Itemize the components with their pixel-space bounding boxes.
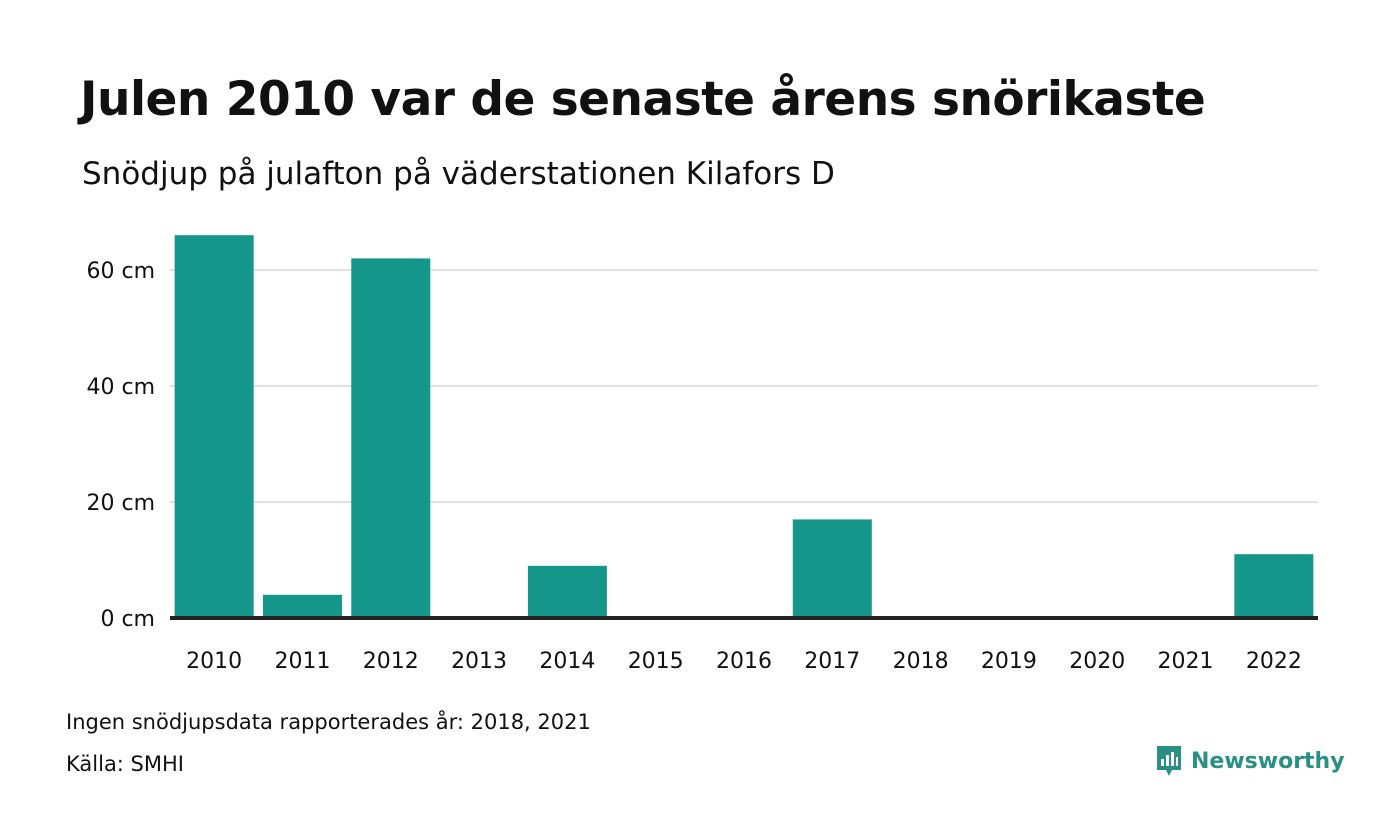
y-tick-label: 60 cm — [86, 259, 155, 284]
grid-lines — [170, 269, 1318, 503]
x-tick-label: 2021 — [1158, 649, 1214, 674]
chart-title: Julen 2010 var de senaste årens snörikas… — [80, 72, 1206, 127]
x-tick-label: 2015 — [628, 649, 684, 674]
bar-2014 — [527, 565, 607, 618]
brand-name: Newsworthy — [1191, 748, 1345, 774]
x-tick-label: 2011 — [274, 649, 330, 674]
x-tick-label: 2019 — [981, 649, 1037, 674]
bars — [174, 235, 1314, 618]
y-tick-label: 0 cm — [100, 607, 155, 632]
y-axis-ticks: 0 cm 20 cm 40 cm 60 cm — [86, 259, 155, 632]
x-tick-label: 2018 — [893, 649, 949, 674]
bar-chart: 0 cm 20 cm 40 cm 60 cm 2010 2011 2012 2013 2014… — [86, 235, 1318, 674]
chart-subtitle: Snödjup på julafton på väderstationen Ki… — [82, 156, 835, 192]
x-tick-label: 2014 — [539, 649, 595, 674]
x-tick-label: 2017 — [804, 649, 860, 674]
brand-logo[interactable]: Newsworthy — [1155, 744, 1345, 778]
newsworthy-logo-icon — [1157, 746, 1181, 776]
x-tick-label: 2016 — [716, 649, 772, 674]
bar-2010 — [174, 235, 254, 618]
y-tick-label: 20 cm — [86, 491, 155, 516]
bar-2012 — [351, 258, 431, 618]
x-tick-label: 2013 — [451, 649, 507, 674]
x-tick-label: 2010 — [186, 649, 242, 674]
bar-2011 — [262, 594, 342, 618]
x-axis-ticks: 2010 2011 2012 2013 2014 2015 2016 2017 2018 2019… — [186, 649, 1302, 674]
x-tick-label: 2022 — [1246, 649, 1302, 674]
source-label: Källa: SMHI — [66, 752, 184, 776]
x-tick-label: 2020 — [1069, 649, 1125, 674]
bar-2022 — [1234, 554, 1314, 618]
y-tick-label: 40 cm — [86, 375, 155, 400]
missing-data-note: Ingen snödjupsdata rapporterades år: 201… — [66, 710, 591, 734]
bar-2017 — [792, 519, 872, 618]
x-tick-label: 2012 — [363, 649, 419, 674]
